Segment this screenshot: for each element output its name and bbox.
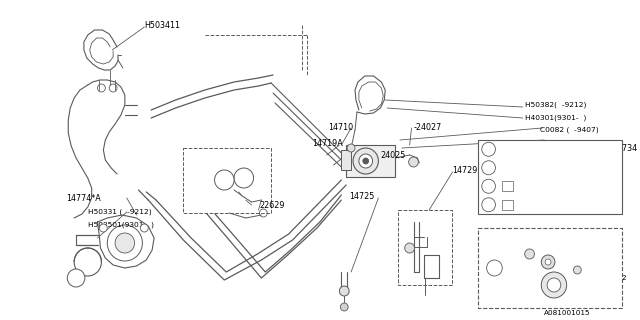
Text: 11024: 11024 (502, 145, 526, 154)
Bar (183, 148, 271, 213)
Circle shape (347, 144, 355, 152)
Circle shape (545, 259, 551, 265)
Text: A50632: A50632 (599, 275, 627, 281)
Circle shape (140, 224, 148, 232)
Text: 4: 4 (74, 274, 79, 283)
Bar (398, 210, 452, 285)
Text: B: B (505, 202, 509, 208)
Circle shape (340, 303, 348, 311)
Circle shape (482, 161, 495, 175)
Text: 22629: 22629 (259, 201, 285, 210)
Circle shape (353, 148, 378, 174)
Text: 14774*A: 14774*A (67, 194, 101, 203)
Text: 14729: 14729 (452, 165, 478, 174)
Text: 14719A: 14719A (312, 139, 343, 148)
Circle shape (547, 278, 561, 292)
Circle shape (363, 158, 369, 164)
Text: A081001015: A081001015 (545, 310, 591, 316)
Circle shape (404, 243, 415, 253)
Text: 3: 3 (486, 182, 491, 191)
Circle shape (573, 266, 581, 274)
Circle shape (482, 142, 495, 156)
Text: C0082 (  -9407): C0082 ( -9407) (540, 127, 599, 133)
Circle shape (214, 170, 234, 190)
Text: H50331 (  -9212): H50331 ( -9212) (88, 209, 152, 215)
Circle shape (482, 198, 495, 212)
Circle shape (339, 286, 349, 296)
Text: 3: 3 (492, 263, 497, 273)
Bar (502, 181, 513, 191)
Text: H503411: H503411 (145, 20, 180, 29)
Text: 2: 2 (486, 163, 491, 172)
Bar (341, 150, 351, 170)
Circle shape (99, 224, 108, 232)
Text: 01040816G(1 ): 01040816G(1 ) (514, 200, 572, 209)
Text: 1: 1 (486, 145, 491, 154)
Text: D91005: D91005 (502, 163, 532, 172)
Circle shape (525, 249, 534, 259)
Text: 4: 4 (486, 200, 491, 209)
Bar (478, 228, 622, 308)
Circle shape (541, 272, 566, 298)
Text: H50382(  -9212): H50382( -9212) (525, 102, 586, 108)
Text: 2: 2 (222, 175, 227, 185)
Bar (502, 200, 513, 210)
Text: H40301(9301-  ): H40301(9301- ) (525, 115, 586, 121)
Circle shape (234, 168, 253, 188)
Text: 14733: 14733 (588, 285, 613, 294)
Text: 24025: 24025 (380, 150, 406, 159)
Text: 01130616A(1 ): 01130616A(1 ) (514, 182, 571, 191)
Bar (478, 140, 622, 214)
Bar (346, 145, 395, 177)
Circle shape (482, 179, 495, 193)
Text: 14725: 14725 (349, 191, 374, 201)
Text: 14734: 14734 (612, 143, 637, 153)
Circle shape (67, 269, 85, 287)
Circle shape (115, 233, 134, 253)
Circle shape (486, 260, 502, 276)
Text: B: B (505, 183, 509, 189)
Text: 1: 1 (241, 173, 246, 182)
Text: 14710: 14710 (328, 123, 353, 132)
Text: -24027: -24027 (413, 123, 442, 132)
Circle shape (541, 255, 555, 269)
Text: H503501(9301-  ): H503501(9301- ) (88, 222, 154, 228)
Text: C00813(9408-  ): C00813(9408- ) (543, 140, 604, 146)
Circle shape (408, 157, 419, 167)
Circle shape (359, 154, 372, 168)
